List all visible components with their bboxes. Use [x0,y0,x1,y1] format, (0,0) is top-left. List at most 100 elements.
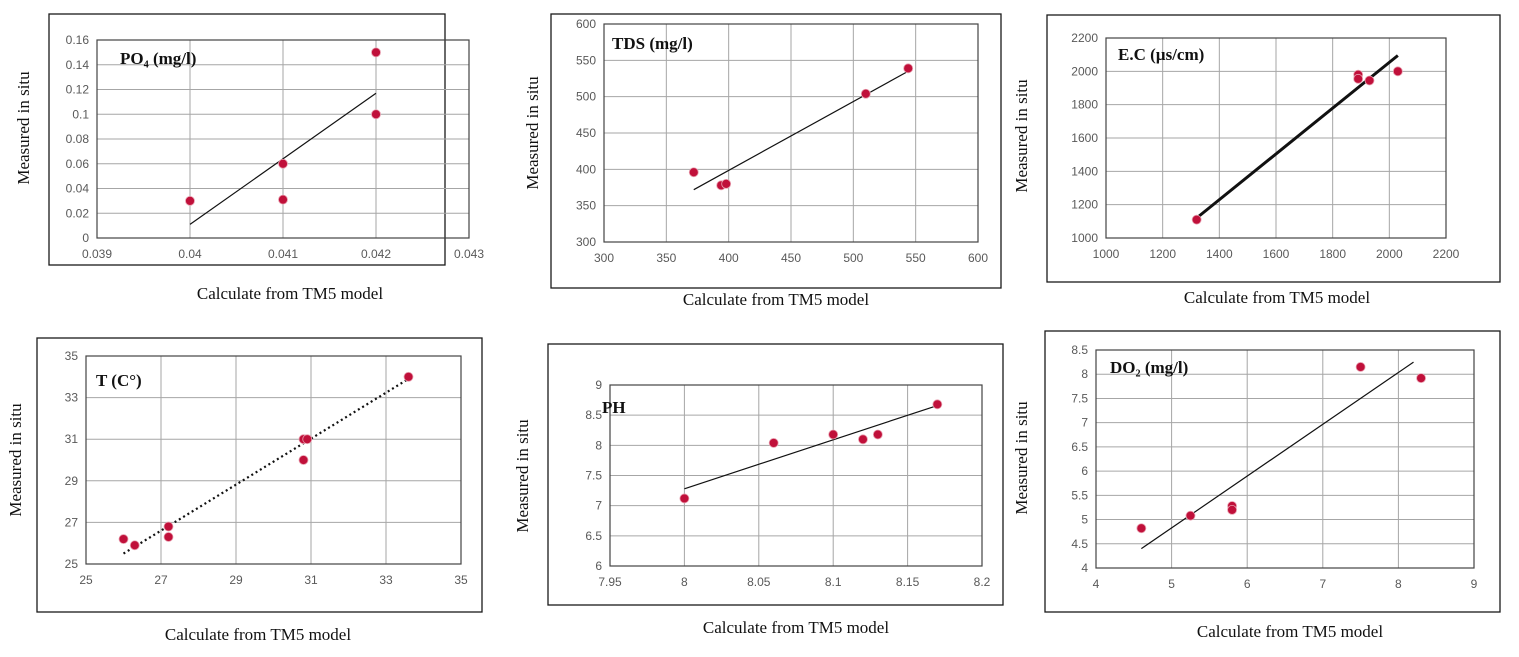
y-tick-label: 0.12 [66,83,90,97]
y-axis-label: Measured in situ [523,76,542,190]
plot-area [1095,349,1475,569]
y-tick-label: 29 [65,474,79,488]
x-tick-label: 300 [594,251,614,265]
y-tick-label: 6.5 [585,529,602,543]
y-tick-label: 5 [1081,513,1088,527]
x-tick-label: 0.042 [361,247,391,261]
x-tick-label: 1000 [1093,247,1120,261]
x-axis-label: Calculate from TM5 model [703,618,889,637]
scatter-chart-4: 25 27 29 31 33 35 25 27 29 31 33 35 T (C°) Calculate … [6,337,483,644]
scatter-chart-2: 300 350 400 450 500 550 600 300 350 400 450 500 550 6… [523,13,1002,309]
y-tick-label: 1000 [1071,231,1098,245]
scatter-chart-6: 4 5 6 7 8 9 4 4.5 5 5.5 6 6.5 7 7.5 8 8.5 DO₂ (mg/l) Calc… [1012,330,1501,641]
x-tick-label: 8.2 [974,575,991,589]
y-tick-label: 500 [576,90,596,104]
plot-area [603,23,979,243]
data-point [1136,523,1147,534]
x-axis-label: Calculate from TM5 model [1197,622,1383,641]
data-point [278,194,288,205]
chart-title: E.C (µs/cm) [1118,45,1204,64]
x-tick-label: 25 [79,573,93,587]
x-tick-label: 0.043 [454,247,484,261]
x-tick-label: 33 [379,573,393,587]
y-tick-label: 0.08 [66,132,90,146]
y-tick-label: 4.5 [1071,537,1088,551]
data-point [278,158,288,169]
y-tick-label: 0.06 [66,157,90,171]
x-tick-label: 2000 [1376,247,1403,261]
x-tick-label: 550 [906,251,926,265]
scatter-chart-3: 1000 1200 1400 1600 1800 2000 2200 1000 1200 1400… [1012,14,1501,307]
x-tick-label: 0.039 [82,247,112,261]
y-tick-label: 0.04 [66,182,90,196]
y-tick-label: 550 [576,53,596,67]
y-tick-label: 31 [65,432,79,446]
y-tick-label: 300 [576,235,596,249]
y-tick-label: 5.5 [1071,488,1088,502]
x-tick-label: 8 [681,575,688,589]
x-tick-label: 1600 [1263,247,1290,261]
plot-area [609,384,983,567]
y-axis-label: Measured in situ [14,71,33,185]
data-point [688,167,699,178]
y-tick-label: 4 [1081,561,1088,575]
data-point [129,540,140,551]
trendline [684,404,938,490]
y-tick-label: 450 [576,126,596,140]
x-tick-label: 9 [1471,577,1478,591]
y-tick-label: 6.5 [1071,440,1088,454]
x-tick-label: 1200 [1149,247,1176,261]
chart-title: PH [602,398,626,417]
data-point [679,493,690,504]
plot-area [85,355,462,565]
data-point [302,434,313,445]
y-tick-label: 600 [576,17,596,31]
data-point [1185,510,1196,521]
y-tick-label: 2200 [1071,31,1098,45]
chart-title: PO₄ (mg/l) [120,49,196,68]
y-tick-label: 6 [595,559,602,573]
data-point [163,532,174,542]
data-point [932,399,943,410]
data-point [118,534,129,544]
y-tick-label: 0 [82,231,89,245]
y-tick-label: 35 [65,349,79,363]
data-point [1364,75,1375,86]
chart-frame [36,337,483,613]
x-tick-label: 7 [1319,577,1326,591]
y-tick-label: 1400 [1071,164,1098,178]
y-tick-label: 1200 [1071,198,1098,212]
data-point [1191,214,1202,225]
x-tick-label: 2200 [1433,247,1460,261]
x-tick-label: 0.04 [178,247,202,261]
data-point [1353,73,1364,84]
y-tick-label: 33 [65,391,79,405]
y-tick-label: 1600 [1071,131,1098,145]
x-tick-label: 35 [454,573,468,587]
x-tick-label: 8.1 [825,575,842,589]
y-tick-label: 7 [1081,416,1088,430]
y-tick-label: 2000 [1071,64,1098,78]
scatter-chart-5: 7.95 8 8.05 8.1 8.15 8.2 6 6.5 7 7.5 8 8.5 9PH Calcul… [513,343,1004,637]
y-tick-label: 7.5 [1071,391,1088,405]
data-point [371,47,381,58]
x-tick-label: 600 [968,251,988,265]
y-tick-label: 6 [1081,464,1088,478]
x-tick-label: 1800 [1319,247,1346,261]
y-tick-label: 0.14 [66,58,90,72]
trendline [1195,54,1399,220]
y-axis-label: Measured in situ [6,403,25,517]
x-axis-label: Calculate from TM5 model [683,290,869,309]
x-tick-label: 4 [1093,577,1100,591]
y-tick-label: 8 [1081,367,1088,381]
x-tick-label: 6 [1244,577,1251,591]
data-point [298,455,309,465]
data-point [768,438,779,448]
data-point [1392,66,1403,77]
data-point [1355,362,1366,372]
data-point [721,178,732,189]
x-tick-label: 350 [656,251,676,265]
y-tick-label: 8.5 [1071,343,1088,357]
y-tick-label: 8.5 [585,408,602,422]
x-tick-label: 7.95 [598,575,622,589]
